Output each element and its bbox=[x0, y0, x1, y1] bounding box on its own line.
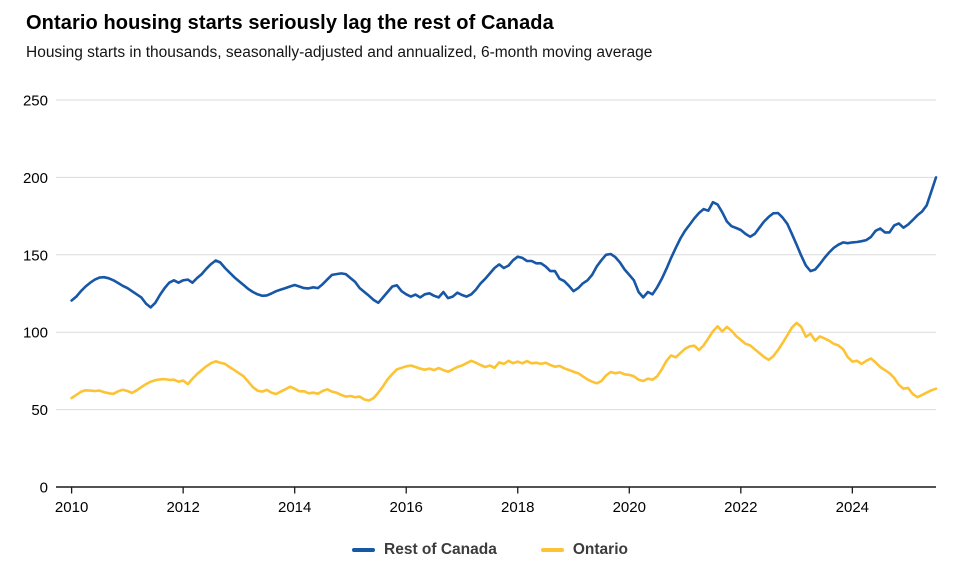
chart-subtitle: Housing starts in thousands, seasonally-… bbox=[26, 44, 653, 61]
legend-swatch-rest-of-canada bbox=[352, 548, 376, 552]
y-axis-label-100: 100 bbox=[23, 325, 48, 342]
legend-item-ontario: Ontario bbox=[540, 541, 628, 559]
y-axis-label-200: 200 bbox=[23, 170, 48, 187]
series-line-ontario bbox=[70, 321, 938, 402]
legend-item-rest-of-canada: Rest of Canada bbox=[352, 541, 497, 559]
x-axis-label-2022: 2022 bbox=[724, 499, 757, 516]
x-axis-label-2018: 2018 bbox=[501, 499, 534, 516]
legend-label-ontario: Ontario bbox=[572, 541, 628, 558]
legend-label-rest-of-canada: Rest of Canada bbox=[384, 541, 497, 558]
x-axis-label-2024: 2024 bbox=[836, 499, 869, 516]
x-axis-label-2010: 2010 bbox=[55, 499, 88, 516]
x-axis-label-2020: 2020 bbox=[613, 499, 646, 516]
series-line-rest-of-canada bbox=[70, 176, 938, 309]
legend-swatch-ontario bbox=[540, 548, 564, 552]
x-axis-label-2014: 2014 bbox=[278, 499, 311, 516]
x-axis-label-2016: 2016 bbox=[390, 499, 423, 516]
y-axis-label-150: 150 bbox=[23, 247, 48, 264]
x-axis-label-2012: 2012 bbox=[166, 499, 199, 516]
chart-legend: Rest of Canada Ontario bbox=[0, 541, 980, 559]
y-axis-label-250: 250 bbox=[23, 93, 48, 110]
chart-title: Ontario housing starts seriously lag the… bbox=[26, 12, 554, 34]
y-axis-label-0: 0 bbox=[40, 480, 48, 497]
y-axis-label-50: 50 bbox=[31, 402, 48, 419]
